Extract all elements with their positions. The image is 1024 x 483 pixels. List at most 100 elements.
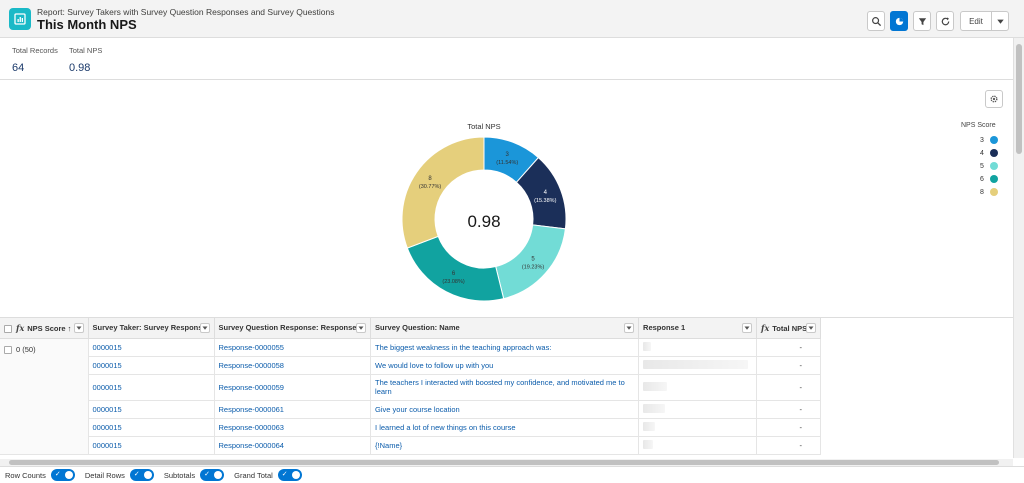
toggle-detail-rows[interactable]: Detail Rows ✓ bbox=[85, 469, 154, 481]
redacted-value bbox=[643, 341, 652, 351]
cell-total-nps: - bbox=[756, 418, 822, 437]
column-header-question-name[interactable]: Survey Question: Name bbox=[370, 318, 640, 339]
legend-item-8[interactable]: 8 bbox=[980, 188, 998, 196]
donut-center-value: 0.98 bbox=[467, 212, 500, 231]
legend-title: NPS Score bbox=[961, 122, 996, 129]
slice-label: 5 bbox=[531, 256, 535, 262]
cell-question-name[interactable]: We would love to follow up with you bbox=[370, 356, 640, 375]
edit-button[interactable]: Edit bbox=[960, 11, 992, 31]
toggle-grand-total[interactable]: Grand Total ✓ bbox=[234, 469, 302, 481]
redacted-value bbox=[643, 381, 668, 391]
gear-icon bbox=[990, 95, 998, 103]
column-header-survey-response[interactable]: Survey Taker: Survey Response bbox=[88, 318, 215, 339]
column-header-total-nps[interactable]: fx Total NPS bbox=[756, 318, 822, 339]
donut-slice-8[interactable] bbox=[401, 136, 485, 249]
chart-settings-button[interactable] bbox=[985, 90, 1003, 108]
chart-toggle-button[interactable] bbox=[890, 11, 908, 31]
donut-slice-6[interactable] bbox=[406, 235, 505, 302]
column-header-response-1[interactable]: Response 1 bbox=[638, 318, 758, 339]
cell-response-id[interactable]: Response-0000061 bbox=[214, 400, 372, 419]
summary-value: 64 bbox=[12, 62, 25, 74]
legend-swatch bbox=[989, 136, 998, 144]
cell-response-1 bbox=[638, 338, 758, 357]
legend-swatch bbox=[989, 162, 998, 170]
cell-survey-response[interactable]: 0000015 bbox=[88, 418, 215, 437]
toggle-subtotals[interactable]: Subtotals ✓ bbox=[164, 469, 225, 481]
chevron-down-icon bbox=[996, 19, 1004, 24]
slice-label: 8 bbox=[428, 176, 432, 182]
report-footer: Row Counts ✓ Detail Rows ✓ Subtotals ✓ Gran… bbox=[0, 466, 1024, 483]
select-all-checkbox[interactable] bbox=[4, 324, 12, 333]
table-row: 0000015 Response-0000064 {!Name} - bbox=[0, 436, 822, 455]
refresh-icon bbox=[941, 16, 949, 25]
table-row: 0000015 Response-0000063 I learned a lot o… bbox=[0, 418, 822, 437]
toggle-switch[interactable]: ✓ bbox=[200, 469, 225, 481]
cell-response-id[interactable]: Response-0000058 bbox=[214, 356, 372, 375]
filter-icon bbox=[918, 17, 926, 25]
table-row: 0 (50) 0000015 Response-0000055 The biggest… bbox=[0, 338, 822, 455]
column-menu-button[interactable] bbox=[742, 323, 753, 333]
cell-response-1 bbox=[638, 400, 758, 419]
slice-percent-label: (23.08%) bbox=[442, 279, 464, 285]
cell-question-name[interactable]: Give your course location bbox=[370, 400, 640, 419]
chart-title: Total NPS bbox=[467, 122, 500, 131]
column-menu-button[interactable] bbox=[806, 323, 817, 333]
toggle-switch[interactable]: ✓ bbox=[50, 469, 75, 481]
cell-response-1 bbox=[638, 356, 758, 375]
cell-response-id[interactable]: Response-0000063 bbox=[214, 418, 372, 437]
cell-question-name[interactable]: The biggest weakness in the teaching app… bbox=[370, 338, 640, 357]
report-table-container: fx NPS Score ↑ Survey Taker: Survey Respo… bbox=[0, 317, 1013, 459]
cell-question-name[interactable]: {!Name} bbox=[370, 436, 640, 455]
vertical-scrollbar[interactable] bbox=[1013, 38, 1024, 458]
chevron-down-icon bbox=[744, 326, 750, 330]
slice-label: 4 bbox=[544, 190, 548, 196]
chevron-down-icon bbox=[358, 326, 364, 330]
summary-label: Total NPS bbox=[69, 46, 103, 55]
more-actions-button[interactable] bbox=[991, 11, 1009, 31]
report-type-label: Report: Survey Takers with Survey Questi… bbox=[37, 7, 335, 17]
cell-response-id[interactable]: Response-0000064 bbox=[214, 436, 372, 455]
cell-response-1 bbox=[638, 418, 758, 437]
filter-button[interactable] bbox=[913, 11, 931, 31]
search-button[interactable] bbox=[867, 11, 885, 31]
group-checkbox[interactable] bbox=[4, 345, 12, 354]
cell-survey-response[interactable]: 0000015 bbox=[88, 436, 215, 455]
cell-survey-response[interactable]: 0000015 bbox=[88, 338, 215, 357]
column-menu-button[interactable] bbox=[199, 323, 210, 333]
toggle-switch[interactable]: ✓ bbox=[129, 469, 154, 481]
cell-response-1 bbox=[638, 436, 758, 455]
legend-swatch bbox=[989, 175, 998, 183]
legend-item-3[interactable]: 3 bbox=[980, 136, 998, 144]
column-menu-button[interactable] bbox=[73, 323, 84, 333]
cell-survey-response[interactable]: 0000015 bbox=[88, 374, 215, 401]
cell-response-id[interactable]: Response-0000059 bbox=[214, 374, 372, 401]
cell-total-nps: - bbox=[756, 338, 822, 357]
column-menu-button[interactable] bbox=[624, 323, 635, 333]
column-menu-button[interactable] bbox=[356, 323, 367, 333]
horizontal-scrollbar[interactable] bbox=[0, 459, 1013, 466]
cell-survey-response[interactable]: 0000015 bbox=[88, 356, 215, 375]
sort-ascending-icon: ↑ bbox=[67, 323, 72, 333]
toggle-switch[interactable]: ✓ bbox=[277, 469, 302, 481]
chart-panel: Total NPS 3 (11.54%) 4 (15.38%) 5 (19.23%) 6 (2… bbox=[0, 81, 1013, 316]
cell-response-id[interactable]: Response-0000055 bbox=[214, 338, 372, 357]
chevron-down-icon bbox=[808, 326, 814, 330]
toggle-row-counts[interactable]: Row Counts ✓ bbox=[5, 469, 75, 481]
cell-survey-response[interactable]: 0000015 bbox=[88, 400, 215, 419]
legend-item-4[interactable]: 4 bbox=[980, 149, 998, 157]
legend-swatch bbox=[989, 188, 998, 196]
cell-question-name[interactable]: I learned a lot of new things on this co… bbox=[370, 418, 640, 437]
redacted-value bbox=[643, 439, 654, 449]
column-header-response-id[interactable]: Survey Question Response: Response ID bbox=[214, 318, 372, 339]
legend-item-6[interactable]: 6 bbox=[980, 175, 998, 183]
refresh-button[interactable] bbox=[936, 11, 954, 31]
redacted-value bbox=[643, 403, 666, 413]
legend-item-5[interactable]: 5 bbox=[980, 162, 998, 170]
legend-label: 5 bbox=[980, 162, 984, 170]
cell-question-name[interactable]: The teachers I interacted with boosted m… bbox=[370, 374, 640, 401]
legend-label: 8 bbox=[980, 188, 984, 196]
column-header-nps-score[interactable]: fx NPS Score ↑ bbox=[0, 318, 89, 339]
legend-label: 4 bbox=[980, 149, 984, 157]
cell-response-1 bbox=[638, 374, 758, 401]
